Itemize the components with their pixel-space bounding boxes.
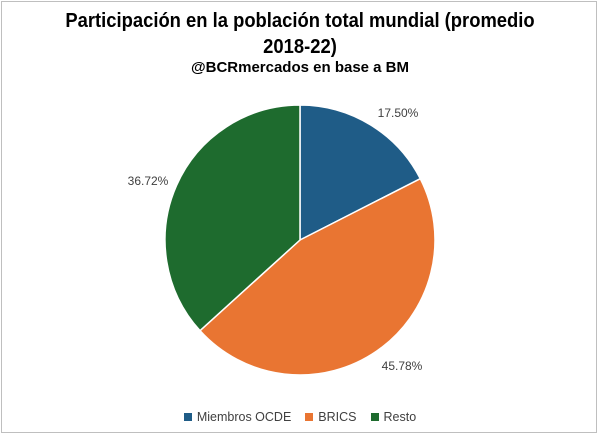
pie-slice-resto <box>164 104 301 332</box>
chart-title-line-2: 2018-22) <box>263 36 337 58</box>
legend-label: Resto <box>383 410 417 424</box>
legend-item-miembros-ocde: Miembros OCDE <box>183 410 292 424</box>
legend-item-resto: Resto <box>370 410 417 424</box>
chart-legend: Miembros OCDE BRICS Resto <box>0 410 600 424</box>
legend-swatch <box>370 413 379 421</box>
legend-item-brics: BRICS <box>305 410 357 424</box>
legend-label: BRICS <box>318 410 357 424</box>
chart-subtitle: @BCRmercados en base a BM <box>190 59 410 76</box>
chart-title-line-1: Participación en la población total mund… <box>65 10 535 32</box>
data-label-miembros-ocde: 17.50% <box>378 106 419 120</box>
legend-swatch <box>183 413 192 421</box>
data-label-resto: 36.72% <box>128 174 169 188</box>
legend-label: Miembros OCDE <box>196 410 292 424</box>
chart-title: Participación en la población total mund… <box>24 8 576 60</box>
pie-slice-brics <box>198 177 436 376</box>
legend-swatch <box>305 413 314 421</box>
pie-slice-miembros-ocde <box>299 104 422 242</box>
data-label-brics: 45.78% <box>382 359 423 373</box>
